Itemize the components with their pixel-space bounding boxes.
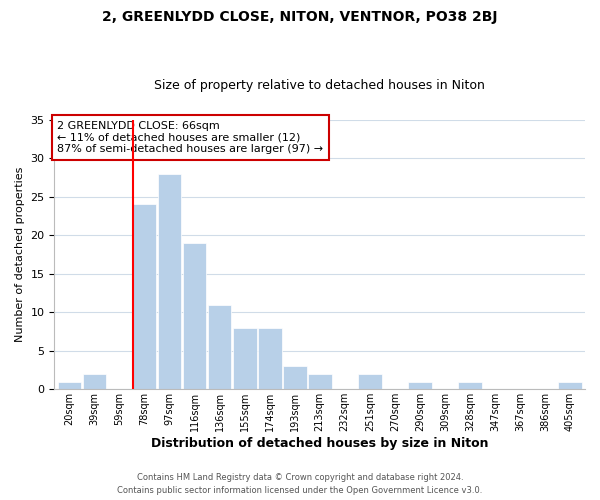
Bar (408, 382, 432, 390)
Bar (133, 204, 157, 390)
Y-axis label: Number of detached properties: Number of detached properties (15, 166, 25, 342)
Text: Contains HM Land Registry data © Crown copyright and database right 2024.
Contai: Contains HM Land Registry data © Crown c… (118, 474, 482, 495)
Title: Size of property relative to detached houses in Niton: Size of property relative to detached ho… (154, 79, 485, 92)
Bar (283, 366, 307, 390)
Bar (558, 382, 582, 390)
Bar (83, 374, 106, 390)
Bar (158, 174, 181, 390)
Bar (182, 243, 206, 390)
Bar (58, 382, 82, 390)
Text: 2, GREENLYDD CLOSE, NITON, VENTNOR, PO38 2BJ: 2, GREENLYDD CLOSE, NITON, VENTNOR, PO38… (102, 10, 498, 24)
X-axis label: Distribution of detached houses by size in Niton: Distribution of detached houses by size … (151, 437, 488, 450)
Bar (258, 328, 281, 390)
Bar (208, 304, 232, 390)
Bar (358, 374, 382, 390)
Text: 2 GREENLYDD CLOSE: 66sqm
← 11% of detached houses are smaller (12)
87% of semi-d: 2 GREENLYDD CLOSE: 66sqm ← 11% of detach… (57, 121, 323, 154)
Bar (308, 374, 332, 390)
Bar (458, 382, 482, 390)
Bar (233, 328, 257, 390)
